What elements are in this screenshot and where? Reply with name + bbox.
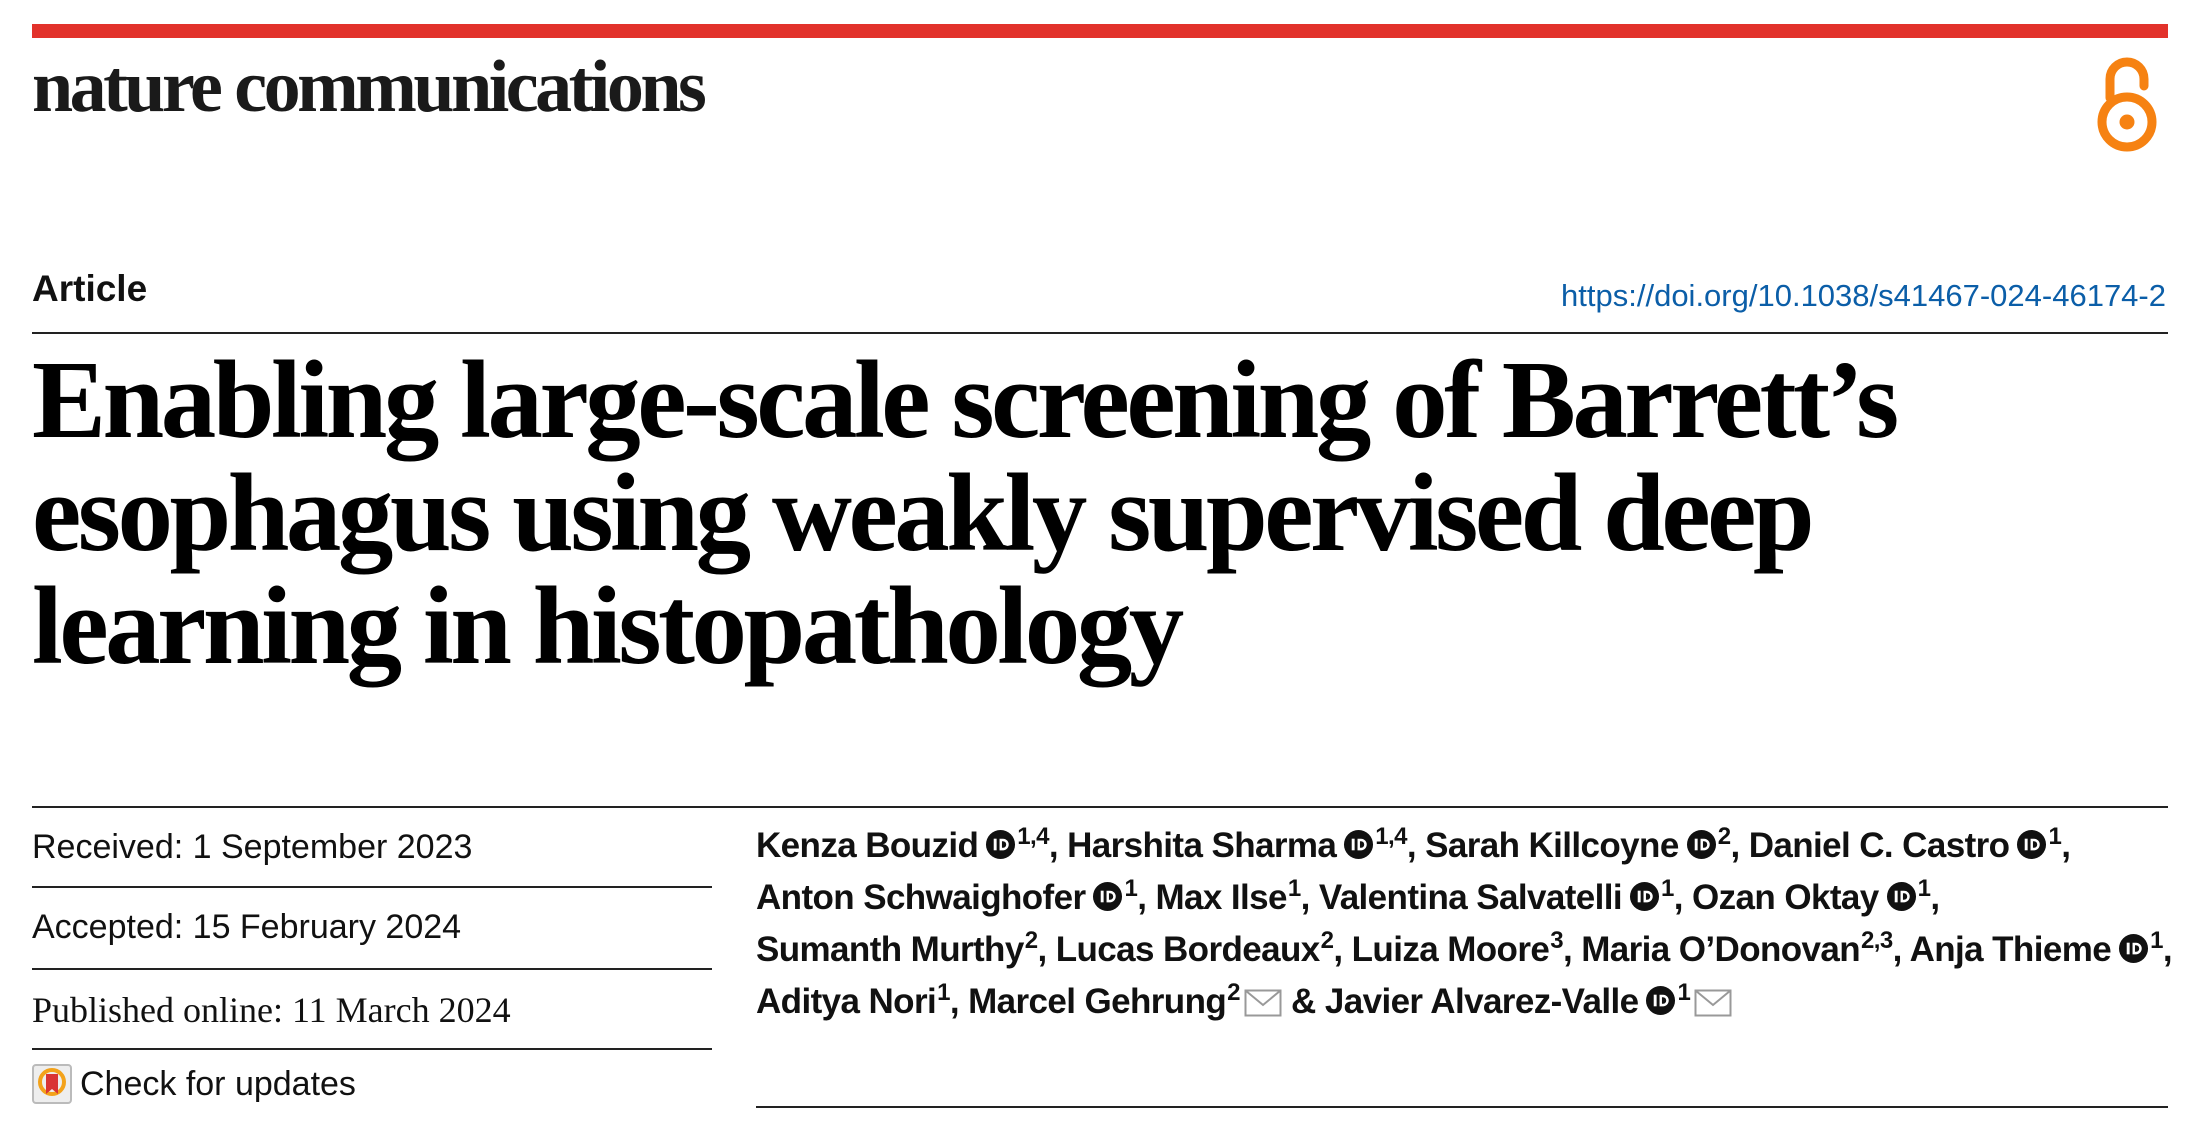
author-separator: , (1037, 930, 1047, 969)
author[interactable]: Kenza Bouzid 1,4, (756, 823, 1059, 866)
author-name: Kenza Bouzid (756, 826, 979, 865)
accepted-divider (32, 968, 712, 970)
header-accent-bar (32, 24, 2168, 38)
author-affiliation: 1 (1917, 875, 1931, 902)
published-divider (32, 1048, 712, 1050)
author[interactable]: Luiza Moore3, (1351, 927, 1573, 970)
open-access-lock-icon (2097, 57, 2157, 152)
article-title: Enabling large-scale screening of Barret… (32, 339, 1899, 688)
received-date: Received: 1 September 2023 (32, 828, 473, 866)
title-top-rule (32, 332, 2168, 334)
author-affiliation: 2 (1024, 927, 1038, 954)
author-name: Anja Thieme (1909, 930, 2112, 969)
author[interactable]: Sarah Killcoyne 2, (1425, 823, 1740, 866)
author-affiliation: 1 (1124, 875, 1138, 902)
author-name: Anton Schwaighofer (756, 878, 1086, 917)
orcid-icon[interactable] (1092, 881, 1123, 912)
author-separator: , (1892, 930, 1903, 969)
author[interactable]: Sumanth Murthy2, (756, 927, 1047, 970)
author-name: Harshita Sharma (1067, 826, 1337, 865)
author-separator: , (2061, 826, 2071, 865)
author-name: Javier Alvarez-Valle (1324, 982, 1639, 1021)
authors-bottom-rule (756, 1106, 2168, 1108)
orcid-icon[interactable] (1645, 985, 1676, 1016)
author[interactable]: Marcel Gehrung2 (968, 979, 1282, 1021)
author-affiliation: 1 (1661, 875, 1674, 902)
author-name: Daniel C. Castro (1748, 826, 2010, 865)
author[interactable]: Ozan Oktay 1, (1692, 875, 1940, 918)
author-name: Sarah Killcoyne (1425, 826, 1679, 865)
author-separator: , (2162, 930, 2173, 969)
author[interactable]: Aditya Nori1, (756, 979, 960, 1022)
author-affiliation: 2 (1717, 823, 1731, 850)
orcid-icon[interactable] (1343, 829, 1374, 860)
author-conjunction: & (1291, 982, 1325, 1021)
author[interactable]: Anja Thieme 1, (1909, 927, 2173, 970)
author[interactable]: Anton Schwaighofer 1, (756, 875, 1147, 918)
author-separator: , (1048, 826, 1059, 865)
author-name: Sumanth Murthy (756, 930, 1024, 969)
orcid-icon[interactable] (985, 829, 1016, 860)
author-affiliation: 3 (1550, 927, 1563, 954)
check-for-updates-label: Check for updates (80, 1065, 356, 1103)
author-name: Ozan Oktay (1692, 878, 1879, 917)
author-affiliation: 1 (1677, 979, 1691, 1006)
author[interactable]: & Javier Alvarez-Valle 1 (1291, 979, 1732, 1021)
author-separator: , (1137, 878, 1147, 917)
author-name: Max Ilse (1155, 878, 1287, 917)
author[interactable]: Harshita Sharma 1,4, (1067, 823, 1417, 866)
author-separator: , (1730, 826, 1740, 865)
author-name: Lucas Bordeaux (1055, 930, 1321, 969)
author-separator: , (1673, 878, 1684, 917)
author-name: Valentina Salvatelli (1318, 878, 1623, 917)
author-name: Luiza Moore (1351, 930, 1550, 969)
author-name: Aditya Nori (756, 982, 937, 1021)
doi-link[interactable]: https://doi.org/10.1038/s41467-024-46174… (1561, 278, 2166, 313)
author-separator: , (1333, 930, 1343, 969)
author-separator: , (949, 982, 960, 1021)
author-affiliation: 2 (1320, 927, 1334, 954)
received-divider (32, 886, 712, 888)
meta-top-rule (32, 806, 2168, 808)
author[interactable]: Lucas Bordeaux2, (1055, 927, 1343, 970)
mail-icon[interactable] (1694, 989, 1732, 1017)
author-affiliation: 1 (1287, 875, 1301, 902)
orcid-icon[interactable] (1886, 881, 1917, 912)
author-separator: , (1930, 878, 1940, 917)
author-affiliation: 1,4 (1017, 823, 1049, 850)
author-separator: , (1406, 826, 1417, 865)
author-separator: , (1562, 930, 1573, 969)
accepted-date: Accepted: 15 February 2024 (32, 908, 462, 946)
journal-name[interactable]: nature communications (32, 46, 707, 128)
author-name: Maria O’Donovan (1581, 930, 1861, 969)
author-affiliation: 1,4 (1375, 823, 1407, 850)
author-list: Kenza Bouzid 1,4, Harshita Sharma 1,4, Sar… (756, 820, 2176, 1028)
author[interactable]: Valentina Salvatelli 1, (1318, 875, 1684, 918)
mail-icon[interactable] (1244, 989, 1282, 1017)
orcid-icon[interactable] (2118, 933, 2149, 964)
check-for-updates-button[interactable]: Check for updates (32, 1064, 356, 1104)
orcid-icon[interactable] (1686, 829, 1717, 860)
author[interactable]: Daniel C. Castro 1, (1748, 823, 2071, 866)
author-affiliation: 2,3 (1861, 927, 1893, 954)
check-for-updates-icon (32, 1064, 72, 1104)
orcid-icon[interactable] (2016, 829, 2047, 860)
author-affiliation: 1 (937, 979, 950, 1006)
author-affiliation: 1 (2048, 823, 2062, 850)
author-name: Marcel Gehrung (968, 982, 1227, 1021)
author[interactable]: Max Ilse1, (1155, 875, 1311, 918)
author-affiliation: 1 (2150, 927, 2163, 954)
author[interactable]: Maria O’Donovan2,3, (1581, 927, 1903, 970)
author-affiliation: 2 (1227, 979, 1240, 1006)
article-type: Article (32, 268, 148, 309)
orcid-icon[interactable] (1629, 881, 1660, 912)
author-separator: , (1300, 878, 1311, 917)
published-date: Published online: 11 March 2024 (32, 990, 511, 1030)
